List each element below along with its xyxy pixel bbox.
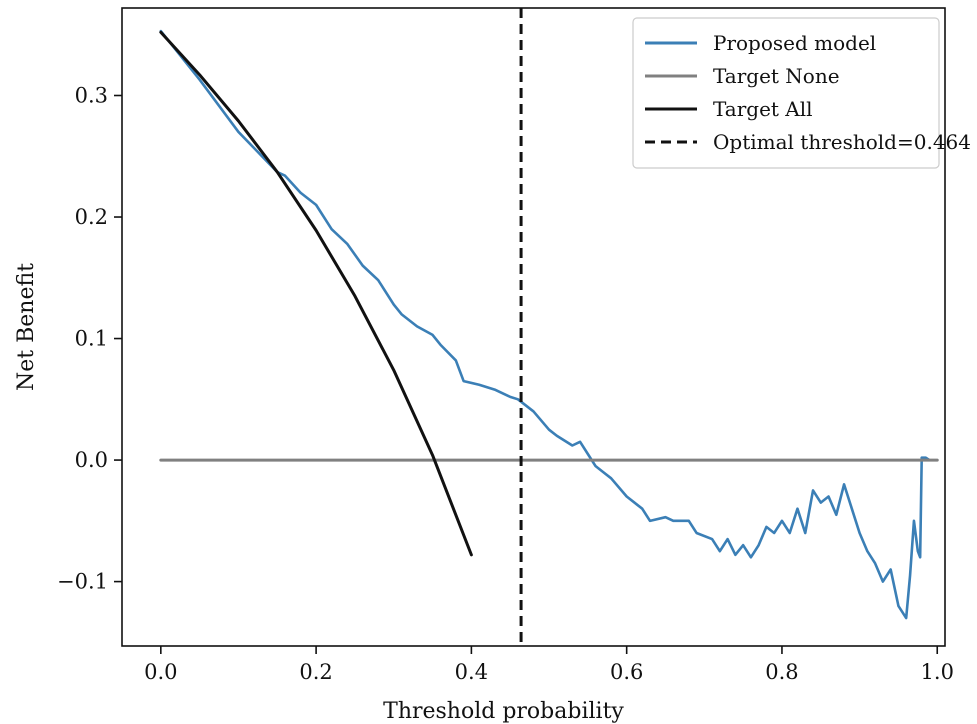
x-tick-label: 1.0: [921, 660, 954, 684]
x-tick-label: 0.0: [144, 660, 177, 684]
legend-label-proposed-model: Proposed model: [713, 31, 876, 55]
legend-label-target-none: Target None: [713, 64, 840, 88]
y-tick-label: 0.3: [75, 83, 108, 107]
x-tick-label: 0.6: [610, 660, 643, 684]
x-tick-label: 0.2: [299, 660, 332, 684]
legend-box: [632, 17, 940, 169]
x-tick-label: 0.4: [455, 660, 488, 684]
y-tick-label: −0.1: [57, 570, 108, 594]
legend-label-target-all: Target All: [713, 97, 813, 121]
y-tick-label: 0.2: [75, 205, 108, 229]
y-tick-label: 0.0: [75, 448, 108, 472]
x-axis-title: Threshold probability: [383, 699, 624, 724]
plot-frame: [121, 7, 946, 647]
x-tick-label: 0.8: [765, 660, 798, 684]
y-tick-label: 0.1: [75, 327, 108, 351]
series-line-target-all: [159, 30, 473, 557]
y-axis-title: Net Benefit: [14, 263, 39, 391]
series-line-proposed-model: [159, 29, 931, 620]
legend-label-optimal-threshold-0-464: Optimal threshold=0.464: [713, 130, 971, 154]
